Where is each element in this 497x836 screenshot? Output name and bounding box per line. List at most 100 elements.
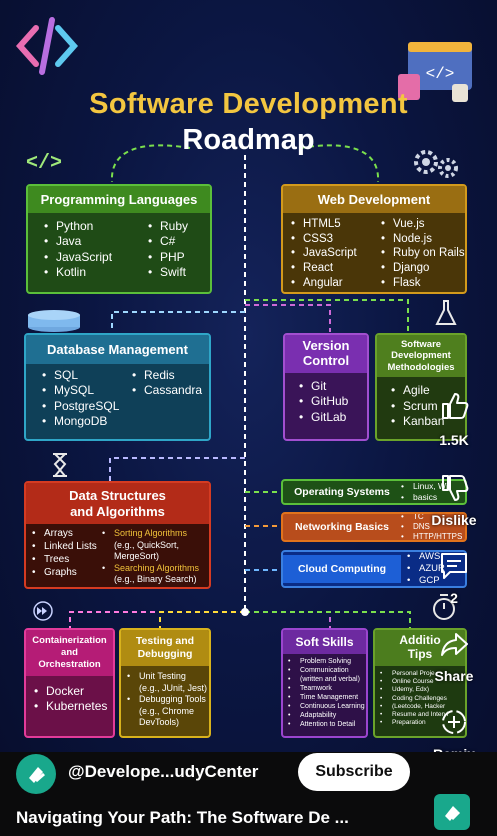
list-item: Node.js [381, 232, 465, 247]
list-item: CSS3 [291, 232, 381, 247]
list-item: Continuous Learning [288, 703, 366, 712]
like-icon[interactable] [438, 390, 470, 422]
svg-text:</>: </> [426, 65, 455, 83]
list-item: Personal Proje [380, 670, 465, 679]
list-item: Kubernetes [34, 699, 113, 715]
list-item: Python [44, 219, 148, 235]
programming-languages-list-2: Ruby C# PHP Swift [148, 219, 188, 281]
channel-name[interactable]: @Develope...udyCenter [68, 762, 259, 781]
list-item: Ruby [148, 219, 188, 235]
list-item: JavaScript [291, 246, 381, 261]
version-control-title: Version Control [285, 335, 367, 373]
dislike-label: Dislike [431, 512, 477, 528]
list-item: Agile [391, 383, 465, 399]
list-item: (written and verbal) [288, 676, 366, 685]
database-list-2: Redis Cassandra [132, 368, 202, 429]
browser-code-icon: </> [398, 42, 472, 102]
list-item: Flask [381, 276, 465, 291]
code-tag-icon: </> [26, 152, 63, 175]
list-item: GitHub [299, 394, 367, 410]
remix-icon[interactable] [438, 706, 470, 738]
operating-systems-card: Operating Systems Linux, Wi basics [281, 479, 467, 505]
subscribe-button[interactable]: Subscribe [298, 753, 410, 791]
list-item: Docker [34, 684, 113, 700]
cloud-computing-card: Cloud Computing AWS AZUR GCP [281, 550, 467, 588]
list-item: Communication [288, 667, 366, 676]
list-item: Django [381, 261, 465, 276]
list-item: Udemy, Edx) [380, 686, 465, 695]
containerization-card: Containerization and Orchestration Docke… [24, 628, 115, 738]
list-item: Problem Solving [288, 658, 366, 667]
list-item: Preparation [380, 719, 465, 728]
list-item: Angular [291, 276, 381, 291]
list-item: Trees [32, 554, 102, 567]
additional-tips-card: Additio Tips Personal Proje Online Cours… [373, 628, 467, 738]
video-title[interactable]: Navigating Your Path: The Software De ..… [16, 808, 349, 827]
containerization-list: Docker Kubernetes [26, 676, 113, 715]
roadmap-subtitle: Roadmap [182, 124, 315, 156]
list-item: Adaptability [288, 712, 366, 721]
data-structures-title: Data Structures and Algorithms [26, 483, 209, 525]
database-list-1: SQL MySQL PostgreSQL MongoDB [42, 368, 132, 430]
data-structures-list: Arrays Linked Lists Trees Graphs [32, 528, 102, 586]
list-item: Linked Lists [32, 541, 102, 554]
hourglass-icon [53, 453, 67, 477]
data-structures-card: Data Structures and Algorithms Arrays Li… [24, 481, 211, 589]
bottom-info-bar: @Develope...udyCenter Subscribe Navigati… [0, 752, 497, 836]
version-control-list: Git GitHub GitLab [285, 373, 367, 425]
share-icon[interactable] [438, 628, 470, 660]
like-count: 1.5K [439, 432, 469, 448]
channel-avatar[interactable] [16, 754, 56, 794]
list-item: Git [299, 379, 367, 395]
web-development-list-2: Vue.js Node.js Ruby on Rails Django Flas… [381, 217, 465, 291]
list-item: MySQL [42, 383, 132, 399]
list-item: Redis [132, 368, 202, 384]
testing-debugging-card: Testing and Debugging Unit Testing (e.g.… [119, 628, 211, 738]
fast-forward-icon [33, 601, 53, 621]
networking-basics-title: Networking Basics [295, 521, 389, 533]
algorithms-list: Sorting Algorithms (e.g., QuickSort, Mer… [102, 528, 199, 586]
list-item: Teamwork [288, 685, 366, 694]
list-item: Linux, Wi [401, 481, 448, 492]
list-item: MongoDB [42, 414, 132, 430]
web-development-card: Web Development HTML5 CSS3 JavaScript Re… [281, 184, 467, 294]
code-brackets-icon [15, 17, 79, 75]
roadmap-title: Software Development [89, 88, 408, 120]
list-item: PHP [148, 250, 188, 266]
channel-logo-icon [29, 767, 45, 783]
list-item: Vue.js [381, 217, 465, 232]
programming-languages-card: Programming Languages Python Java JavaSc… [26, 184, 212, 294]
list-item: AWS [407, 552, 445, 563]
list-item: GCP [407, 575, 445, 586]
list-item: Attention to Detail [288, 721, 366, 730]
list-item: AZUR [407, 563, 445, 575]
list-item: Unit Testing (e.g., JUnit, Jest) [127, 671, 209, 694]
list-item: Kotlin [44, 265, 148, 281]
testing-debugging-title: Testing and Debugging [121, 630, 209, 667]
web-development-title: Web Development [283, 186, 465, 213]
programming-languages-list-1: Python Java JavaScript Kotlin [44, 219, 148, 281]
comment-icon[interactable] [438, 550, 470, 582]
list-item: basics [401, 492, 448, 503]
dislike-icon[interactable] [438, 472, 470, 504]
list-item: Scrum [391, 399, 465, 415]
list-item: React [291, 261, 381, 276]
soft-skills-list: Problem Solving Communication (written a… [283, 654, 366, 730]
methodologies-title: Software Development Methodologies [377, 335, 465, 378]
list-item: HTTP/HTTPS [401, 532, 462, 540]
list-item: Ruby on Rails [381, 246, 465, 261]
list-item: C# [148, 234, 188, 250]
list-item: Debugging Tools (e.g., Chrome DevTools) [127, 694, 209, 729]
database-icon [28, 310, 80, 332]
gears-icon [414, 150, 458, 178]
list-item: GitLab [299, 410, 367, 426]
networking-basics-card: Networking Basics TC DNS HTTP/HTTPS [281, 512, 467, 542]
list-item: Time Management [288, 694, 366, 703]
soft-skills-title: Soft Skills [283, 630, 366, 654]
list-item: Swift [148, 265, 188, 281]
channel-thumbnail[interactable] [434, 794, 470, 830]
list-item: Arrays [32, 528, 102, 541]
list-item: Sorting Algorithms (e.g., QuickSort, Mer… [102, 528, 199, 563]
comment-count: 2 [450, 590, 458, 606]
